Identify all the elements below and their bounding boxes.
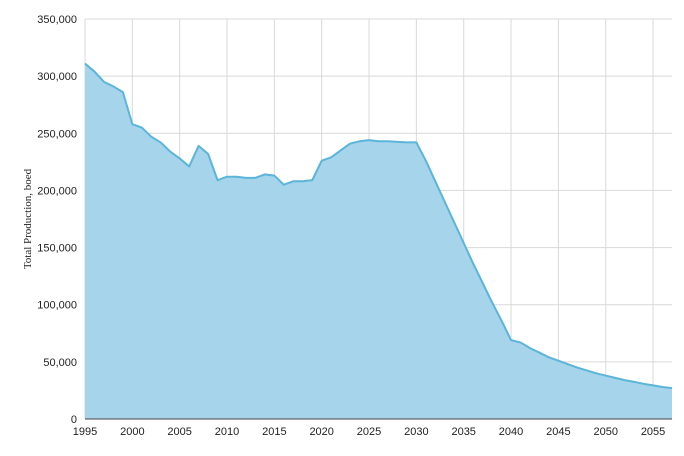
x-tick-label: 1995 [73,426,97,438]
x-tick-label: 2055 [641,426,665,438]
production-line [84,62,673,390]
x-tick-labels: 1995 2000 2005 2010 2015 2020 2025 2030 2035 2040… [73,426,666,438]
x-tick-label: 2015 [262,426,286,438]
x-tick-label: 2000 [120,426,144,438]
y-tick-label: 250,000 [37,128,77,140]
x-tick-label: 2050 [593,426,617,438]
x-tick-label: 2040 [499,426,523,438]
x-tick-label: 2020 [309,426,333,438]
x-tick-label: 2005 [167,426,191,438]
production-area [85,63,672,419]
x-tick-label: 2035 [451,426,475,438]
x-tick-label: 2025 [357,426,381,438]
y-tick-labels: 0 50,000 100,000 150,000 200,000 250,000 300,0… [37,14,77,426]
y-tick-label: 300,000 [37,71,77,83]
y-tick-label: 100,000 [37,300,77,312]
y-tick-label: 50,000 [43,357,77,369]
y-tick-label: 200,000 [37,185,77,197]
y-axis-label: Total Production, boed [22,168,34,269]
y-tick-label: 350,000 [37,14,77,26]
y-tick-label: 150,000 [37,243,77,255]
x-tick-label: 2030 [404,426,428,438]
y-tick-label: 0 [71,414,77,426]
x-tick-label: 2010 [215,426,239,438]
x-tick-label: 2045 [546,426,570,438]
